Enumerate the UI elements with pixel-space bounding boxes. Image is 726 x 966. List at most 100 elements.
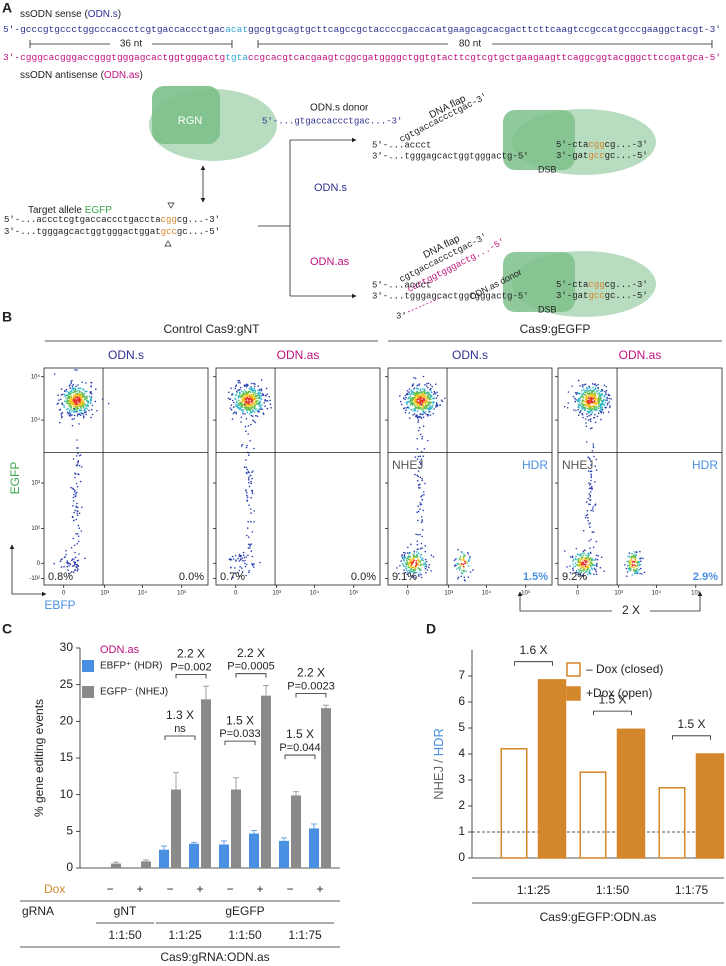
- event-dot: [408, 569, 410, 572]
- event-dot: [74, 369, 76, 371]
- event-dot: [414, 404, 416, 407]
- event-dot: [425, 400, 428, 402]
- event-dot: [91, 393, 93, 395]
- event-dot: [84, 407, 86, 410]
- event-dot: [423, 494, 425, 496]
- event-dot: [590, 400, 593, 403]
- event-dot: [75, 455, 78, 457]
- event-dot: [237, 389, 239, 391]
- legend-title: ODN.as: [100, 644, 140, 656]
- event-dot: [227, 397, 230, 400]
- event-dot: [416, 393, 419, 396]
- x-tick-label: +: [196, 882, 203, 896]
- event-dot: [429, 401, 431, 403]
- event-dot: [417, 421, 419, 423]
- event-dot: [53, 562, 55, 565]
- event-dot: [68, 414, 71, 417]
- event-dot: [88, 395, 91, 398]
- y-tick-label: 5: [458, 720, 465, 734]
- event-dot: [416, 415, 419, 417]
- event-dot: [239, 388, 241, 391]
- event-dot: [424, 396, 427, 398]
- event-dot: [236, 391, 238, 394]
- event-dot: [422, 393, 425, 396]
- event-dot: [463, 553, 465, 555]
- event-dot: [70, 409, 72, 411]
- event-dot: [572, 566, 575, 568]
- event-dot: [246, 534, 248, 537]
- event-dot: [588, 385, 590, 388]
- event-dot: [75, 404, 77, 407]
- event-dot: [420, 458, 423, 461]
- bar: [616, 728, 646, 859]
- event-dot: [585, 425, 588, 428]
- event-dot: [235, 384, 238, 387]
- event-dot: [430, 391, 433, 394]
- event-dot: [79, 401, 81, 404]
- event-dot: [253, 400, 255, 403]
- event-dot: [598, 401, 600, 404]
- event-dot: [404, 394, 407, 397]
- bar: [189, 843, 199, 868]
- event-dot: [401, 557, 404, 559]
- event-dot: [591, 427, 593, 429]
- event-dot: [423, 448, 426, 450]
- event-dot: [416, 559, 419, 562]
- text: HDR: [431, 728, 446, 756]
- text: EGFP: [85, 205, 113, 216]
- event-dot: [463, 569, 465, 571]
- event-dot: [590, 460, 592, 462]
- event-dot: [409, 400, 412, 402]
- event-dot: [588, 406, 591, 408]
- event-dot: [66, 401, 68, 404]
- group-title: Cas9:gEGFP: [520, 322, 591, 336]
- row-label: Dox: [44, 882, 65, 896]
- event-dot: [464, 562, 467, 564]
- x-tick-label: 10³: [444, 591, 453, 597]
- event-dot: [264, 405, 267, 407]
- x-tick-label: +: [136, 882, 143, 896]
- event-dot: [582, 392, 585, 395]
- event-dot: [638, 563, 640, 565]
- event-dot: [242, 551, 245, 554]
- event-dot: [572, 395, 575, 398]
- event-dot: [76, 439, 78, 441]
- event-dot: [589, 494, 592, 497]
- event-dot: [72, 488, 75, 490]
- event-dot: [269, 399, 271, 402]
- event-dot: [606, 404, 609, 406]
- event-dot: [69, 413, 71, 416]
- event-dot: [254, 390, 257, 392]
- event-dot: [585, 501, 588, 503]
- event-dot: [598, 409, 601, 412]
- event-dot: [590, 476, 593, 479]
- event-dot: [77, 413, 79, 416]
- event-dot: [68, 410, 71, 412]
- event-dot: [432, 556, 435, 558]
- event-dot: [245, 406, 247, 409]
- text: acat: [225, 25, 248, 35]
- event-dot: [600, 399, 603, 402]
- event-dot: [469, 555, 471, 558]
- event-dot: [245, 391, 247, 393]
- event-dot: [587, 456, 589, 459]
- event-dot: [584, 561, 587, 564]
- event-dot: [424, 567, 427, 570]
- event-dot: [420, 496, 422, 498]
- event-dot: [416, 448, 419, 450]
- event-dot: [235, 411, 237, 414]
- event-dot: [77, 524, 80, 527]
- event-dot: [76, 410, 78, 413]
- event-dot: [269, 403, 272, 406]
- event-dot: [606, 396, 608, 399]
- event-dot: [404, 571, 407, 574]
- event-dot: [249, 544, 252, 546]
- event-dot: [416, 384, 419, 387]
- event-dot: [579, 410, 582, 413]
- event-dot: [399, 395, 401, 397]
- event-dot: [594, 391, 596, 394]
- event-dot: [230, 408, 233, 411]
- event-dot: [414, 399, 417, 402]
- text: gc...-5′: [605, 151, 648, 161]
